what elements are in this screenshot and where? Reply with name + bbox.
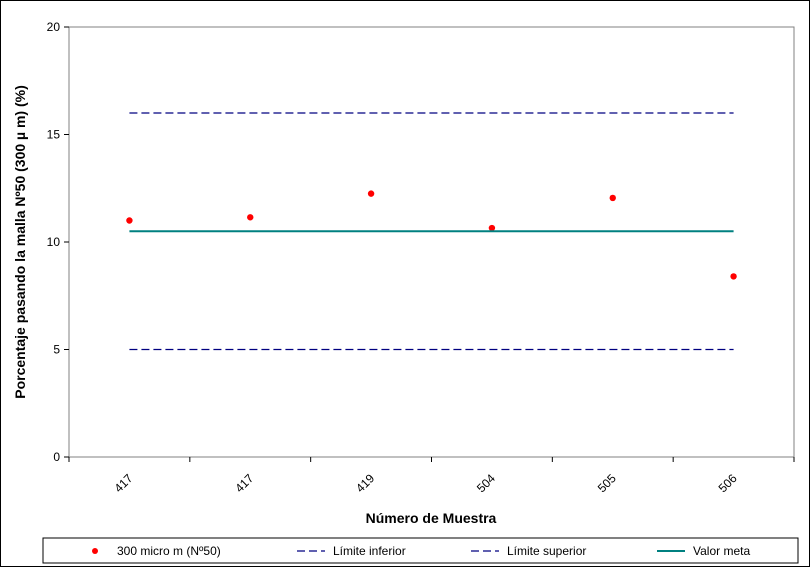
legend-label: Límite inferior [333,544,406,558]
data-point [488,224,496,232]
series-layer [126,112,737,351]
data-point [609,194,616,202]
legend-marker [92,548,98,554]
data-point [247,214,254,221]
y-tick-label: 15 [47,128,61,142]
y-tick-label: 5 [53,343,60,357]
data-point [730,273,737,280]
x-tick-label: 419 [353,471,377,495]
x-tick-label: 505 [595,471,619,495]
y-axis-title: Porcentaje pasando la malla Nº50 (300 µ … [12,85,28,399]
x-tick-label: 417 [232,471,256,495]
legend-label: 300 micro m (Nº50) [117,544,221,558]
y-tick-label: 0 [53,450,60,464]
y-tick-label: 20 [47,20,61,34]
x-axis-ticks: 417 417 419 504 505 506 [68,457,795,495]
data-point [126,217,133,224]
x-tick-label: 417 [111,471,135,495]
plot-area [68,26,795,458]
x-axis-title: Número de Muestra [366,510,497,526]
legend-label: Valor meta [693,544,750,558]
legend: 300 micro m (Nº50) Límite inferior Límite … [92,544,750,558]
legend-label: Límite superior [507,544,586,558]
y-axis-ticks: 0 5 10 15 20 [47,20,69,464]
y-tick-label: 10 [47,235,61,249]
data-point [367,190,375,197]
x-tick-label: 504 [474,471,498,495]
x-tick-label: 506 [716,471,740,495]
